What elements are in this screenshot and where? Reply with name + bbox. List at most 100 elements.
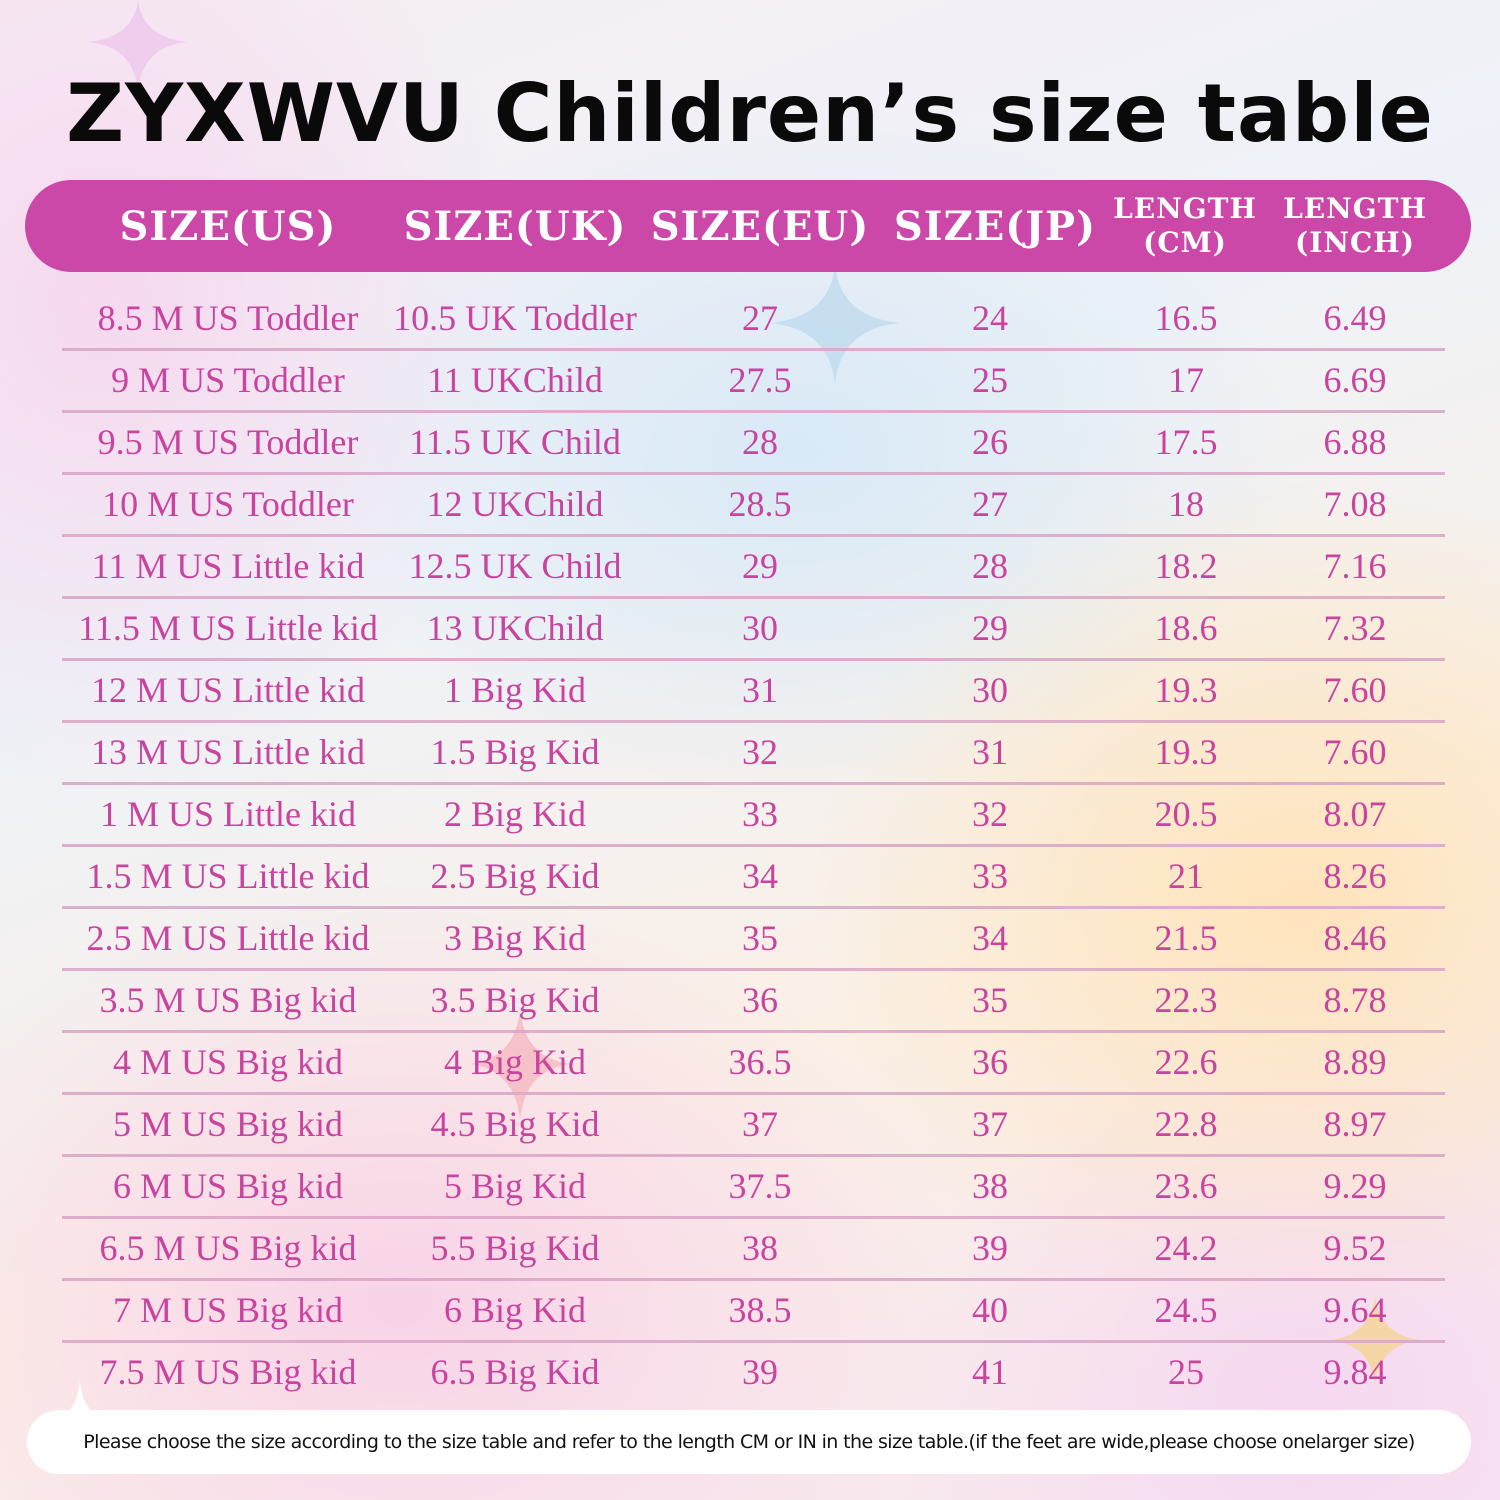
- cell-size-eu: 30: [742, 608, 778, 648]
- cell-size-eu: 28.5: [728, 484, 792, 524]
- cell-size-eu: 37.5: [728, 1166, 792, 1206]
- header-length-cm: LENGTH (CM): [1113, 192, 1257, 259]
- cell-size-jp: 35: [972, 980, 1008, 1020]
- cell-length-inch: 6.49: [1323, 298, 1387, 338]
- table-row: 1.5 M US Little kid 2.5 Big Kid 34 33 21 8.26: [0, 845, 1500, 909]
- cell-size-eu: 34: [742, 856, 778, 896]
- row-divider: [62, 968, 1445, 971]
- cell-size-uk: 3 Big Kid: [443, 918, 586, 958]
- table-row: 11 M US Little kid 12.5 UK Child 29 28 18.2 7…: [0, 535, 1500, 599]
- cell-size-jp: 30: [972, 670, 1008, 710]
- cell-length-inch: 9.64: [1323, 1290, 1387, 1330]
- cell-size-jp: 40: [972, 1290, 1008, 1330]
- cell-size-jp: 37: [972, 1104, 1008, 1144]
- cell-length-cm: 18.6: [1154, 608, 1218, 648]
- cell-length-cm: 17: [1168, 360, 1204, 400]
- cell-size-us: 11.5 M US Little kid: [78, 608, 378, 648]
- cell-size-jp: 24: [972, 298, 1008, 338]
- cell-size-us: 6 M US Big kid: [112, 1166, 344, 1206]
- cell-length-inch: 7.60: [1323, 670, 1387, 710]
- header-size-jp: SIZE(JP): [893, 202, 1097, 250]
- cell-size-us: 9.5 M US Toddler: [97, 422, 359, 462]
- cell-length-inch: 6.88: [1323, 422, 1387, 462]
- cell-size-eu: 39: [742, 1352, 778, 1392]
- row-divider: [62, 472, 1445, 475]
- cell-length-cm: 22.8: [1154, 1104, 1218, 1144]
- cell-size-us: 8.5 M US Toddler: [97, 298, 359, 338]
- row-divider: [62, 348, 1445, 351]
- cell-size-us: 7.5 M US Big kid: [99, 1352, 357, 1392]
- row-divider: [62, 658, 1445, 661]
- row-divider: [62, 1278, 1445, 1281]
- table-row: 8.5 M US Toddler 10.5 UK Toddler 27 24 16.5 6…: [0, 287, 1500, 351]
- cell-size-jp: 34: [972, 918, 1008, 958]
- row-divider: [62, 534, 1445, 537]
- row-divider: [62, 1092, 1445, 1095]
- cell-length-cm: 19.3: [1154, 732, 1218, 772]
- cell-size-uk: 1.5 Big Kid: [430, 732, 600, 772]
- sparkle-icon: [88, 0, 188, 90]
- table-row: 2.5 M US Little kid 3 Big Kid 35 34 21.5 8.46: [0, 907, 1500, 971]
- cell-size-eu: 29: [742, 546, 778, 586]
- cell-size-jp: 32: [972, 794, 1008, 834]
- cell-length-cm: 24.5: [1154, 1290, 1218, 1330]
- cell-length-cm: 21: [1168, 856, 1204, 896]
- table-row: 9.5 M US Toddler 11.5 UK Child 28 26 17.5 6.8…: [0, 411, 1500, 475]
- row-divider: [62, 596, 1445, 599]
- table-row: 3.5 M US Big kid 3.5 Big Kid 36 35 22.3 8.78: [0, 969, 1500, 1033]
- row-divider: [62, 906, 1445, 909]
- cell-size-jp: 28: [972, 546, 1008, 586]
- cell-length-cm: 25: [1168, 1352, 1204, 1392]
- cell-size-uk: 2 Big Kid: [443, 794, 586, 834]
- cell-size-jp: 38: [972, 1166, 1008, 1206]
- cell-size-us: 13 M US Little kid: [90, 732, 365, 772]
- cell-size-uk: 12 UKChild: [426, 484, 604, 524]
- cell-size-us: 11 M US Little kid: [91, 546, 365, 586]
- cell-size-us: 5 M US Big kid: [112, 1104, 344, 1144]
- cell-length-inch: 6.69: [1323, 360, 1387, 400]
- row-divider: [62, 1154, 1445, 1157]
- header-size-eu: SIZE(EU): [650, 202, 870, 250]
- cell-size-us: 6.5 M US Big kid: [99, 1228, 357, 1268]
- cell-length-cm: 19.3: [1154, 670, 1218, 710]
- cell-size-us: 1.5 M US Little kid: [86, 856, 370, 896]
- table-row: 11.5 M US Little kid 13 UKChild 30 29 18.6 7.…: [0, 597, 1500, 661]
- header-length-inch: LENGTH (INCH): [1283, 192, 1427, 259]
- row-divider: [62, 1030, 1445, 1033]
- cell-size-eu: 33: [742, 794, 778, 834]
- cell-size-jp: 29: [972, 608, 1008, 648]
- cell-length-inch: 8.26: [1323, 856, 1387, 896]
- cell-length-cm: 22.6: [1154, 1042, 1218, 1082]
- cell-size-uk: 5.5 Big Kid: [430, 1228, 600, 1268]
- cell-length-inch: 8.78: [1323, 980, 1387, 1020]
- row-divider: [62, 720, 1445, 723]
- size-note: Please choose the size according to the …: [27, 1410, 1471, 1474]
- cell-size-jp: 36: [972, 1042, 1008, 1082]
- cell-length-inch: 7.16: [1323, 546, 1387, 586]
- cell-length-inch: 7.32: [1323, 608, 1387, 648]
- cell-size-jp: 31: [972, 732, 1008, 772]
- cell-length-cm: 24.2: [1154, 1228, 1218, 1268]
- cell-length-inch: 9.29: [1323, 1166, 1387, 1206]
- cell-size-jp: 26: [972, 422, 1008, 462]
- cell-size-uk: 4.5 Big Kid: [430, 1104, 600, 1144]
- cell-length-cm: 21.5: [1154, 918, 1218, 958]
- cell-length-cm: 17.5: [1154, 422, 1218, 462]
- cell-size-us: 2.5 M US Little kid: [86, 918, 370, 958]
- row-divider: [62, 782, 1445, 785]
- table-row: 6.5 M US Big kid 5.5 Big Kid 38 39 24.2 9.52: [0, 1217, 1500, 1281]
- cell-size-jp: 27: [972, 484, 1008, 524]
- table-row: 5 M US Big kid 4.5 Big Kid 37 37 22.8 8.97: [0, 1093, 1500, 1157]
- cell-length-cm: 22.3: [1154, 980, 1218, 1020]
- cell-size-eu: 38.5: [728, 1290, 792, 1330]
- cell-size-eu: 35: [742, 918, 778, 958]
- cell-size-uk: 3.5 Big Kid: [430, 980, 600, 1020]
- table-row: 13 M US Little kid 1.5 Big Kid 32 31 19.3 7.6…: [0, 721, 1500, 785]
- cell-size-uk: 4 Big Kid: [443, 1042, 586, 1082]
- cell-size-uk: 12.5 UK Child: [408, 546, 622, 586]
- cell-length-cm: 18.2: [1154, 546, 1218, 586]
- cell-size-jp: 39: [972, 1228, 1008, 1268]
- page-title: ZYXWVU Children’s size table: [66, 67, 1434, 160]
- sparkle-icon: [470, 1010, 570, 1120]
- cell-size-uk: 11.5 UK Child: [409, 422, 621, 462]
